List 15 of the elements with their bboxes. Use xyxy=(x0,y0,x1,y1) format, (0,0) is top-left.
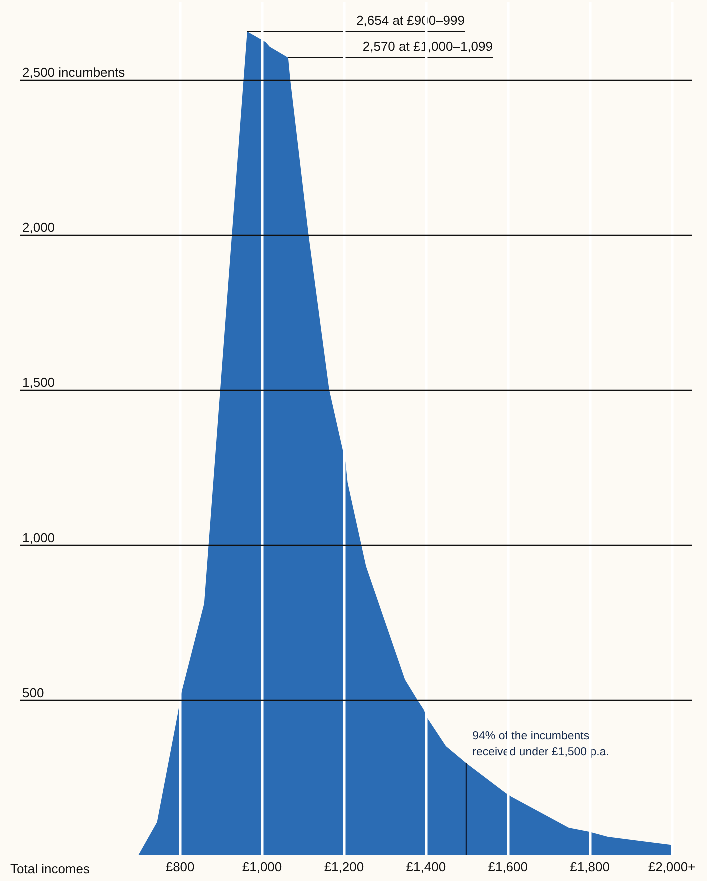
y-tick-label: 1,500 xyxy=(22,375,56,390)
x-tick-label: £1,200 xyxy=(324,860,364,874)
x-axis-title: Total incomes xyxy=(10,862,90,876)
x-tick-label: £1,400 xyxy=(406,860,446,874)
annotation: 2,654 at £900–999 xyxy=(356,12,465,28)
x-tick-label: £2,000+ xyxy=(648,860,696,874)
y-tick-label: 2,500 incumbents xyxy=(22,65,126,80)
annotation: 2,570 at £1,000–1,099 xyxy=(362,38,493,54)
x-tick-label: £1,800 xyxy=(570,860,610,874)
x-tick-label: £1,600 xyxy=(488,860,528,874)
y-tick-label: 2,000 xyxy=(22,220,56,236)
x-tick-label: £800 xyxy=(166,860,195,874)
y-tick-label: 1,000 xyxy=(22,530,56,546)
y-tick-label: 500 xyxy=(22,685,44,700)
x-tick-label: £1,000 xyxy=(242,860,282,874)
